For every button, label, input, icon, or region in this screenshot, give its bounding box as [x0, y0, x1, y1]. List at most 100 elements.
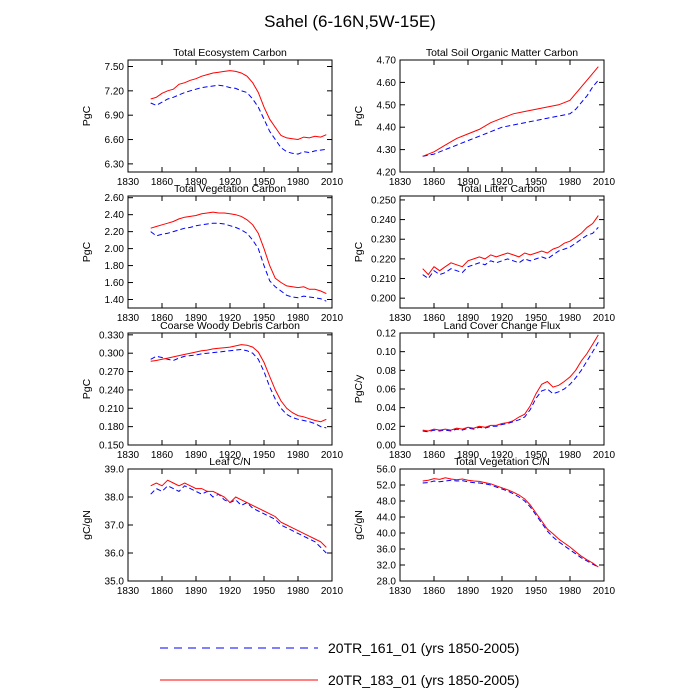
y-tick-label: 7.50 [105, 62, 125, 73]
x-tick-label: 1830 [389, 177, 412, 188]
panel-title: Total Litter Carbon [459, 183, 545, 195]
y-tick-label: 1.60 [105, 278, 125, 289]
legend-label-183: 20TR_183_01 (yrs 1850-2005) [328, 672, 519, 688]
series-line-161 [422, 342, 599, 433]
x-tick-label: 1980 [559, 450, 582, 461]
y-tick-label: 0.04 [377, 403, 397, 414]
y-tick-label: 32.0 [377, 561, 397, 572]
y-tick-label: 28.0 [377, 577, 397, 588]
x-tick-label: 2010 [593, 586, 616, 597]
y-tick-label: 40.0 [377, 529, 397, 540]
panel-title: Coarse Woody Debris Carbon [160, 320, 300, 332]
y-tick-label: 39.0 [105, 465, 125, 476]
y-tick-label: 2.00 [105, 244, 125, 255]
y-axis-label: PgC [353, 241, 365, 262]
series-line-161 [422, 79, 599, 157]
panel-2: Total Soil Organic Matter Carbon PgC 1830 1… [353, 47, 616, 188]
y-tick-label: 44.0 [377, 513, 397, 524]
x-tick-label: 1830 [389, 313, 412, 324]
panel-4: Total Litter Carbon PgC 1830 1860 1890 1920 19… [353, 183, 616, 324]
series-line-161 [150, 222, 327, 302]
panel-6: Land Cover Change Flux PgC/y 1830 1860 1890 1… [353, 320, 616, 461]
x-tick-label: 1890 [457, 586, 480, 597]
x-tick-label: 1860 [151, 313, 174, 324]
plot-frame [399, 59, 605, 173]
y-tick-label: 0.150 [99, 441, 124, 452]
series-line-183 [150, 211, 327, 295]
panel-title: Total Vegetation Carbon [174, 183, 286, 195]
y-tick-label: 0.330 [99, 330, 124, 341]
y-tick-label: 0.12 [377, 329, 397, 340]
y-tick-label: 0.200 [371, 294, 396, 305]
series-line-183 [422, 477, 599, 568]
y-axis-label: PgC [353, 105, 365, 126]
panel-5: Coarse Woody Debris Carbon PgC 1830 1860 189… [81, 320, 344, 461]
x-tick-label: 1860 [423, 177, 446, 188]
series-line-161 [150, 485, 327, 554]
x-tick-label: 1890 [457, 313, 480, 324]
x-tick-label: 1860 [423, 313, 446, 324]
y-axis-label: gC/gN [81, 510, 93, 540]
y-tick-label: 0.230 [371, 235, 396, 246]
panel-7: Leaf C/N gC/gN 1830 1860 1890 1920 1950 1980 201… [81, 456, 344, 597]
y-tick-label: 0.00 [377, 441, 397, 452]
x-tick-label: 1980 [287, 313, 310, 324]
x-tick-label: 1830 [117, 450, 140, 461]
x-tick-label: 1920 [491, 313, 514, 324]
series-line-183 [422, 66, 599, 157]
y-tick-label: 0.08 [377, 366, 397, 377]
x-tick-label: 2010 [593, 450, 616, 461]
y-axis-label: PgC/y [353, 374, 365, 403]
y-tick-label: 0.210 [99, 404, 124, 415]
y-tick-label: 35.0 [105, 577, 125, 588]
legend: 20TR_161_01 (yrs 1850-2005) 20TR_183_01 … [160, 640, 519, 688]
y-tick-label: 0.300 [99, 349, 124, 360]
y-tick-label: 36.0 [105, 549, 125, 560]
y-tick-label: 4.60 [377, 78, 397, 89]
y-axis-label: PgC [81, 241, 93, 262]
y-tick-label: 48.0 [377, 497, 397, 508]
x-tick-label: 1890 [185, 586, 208, 597]
y-axis-label: gC/gN [353, 510, 365, 540]
x-tick-label: 1980 [559, 177, 582, 188]
y-tick-label: 0.240 [99, 385, 124, 396]
x-tick-label: 1890 [185, 313, 208, 324]
x-tick-label: 1890 [185, 177, 208, 188]
y-tick-label: 2.40 [105, 210, 125, 221]
y-tick-label: 37.0 [105, 521, 125, 532]
x-tick-label: 1950 [525, 586, 548, 597]
y-tick-label: 0.240 [371, 215, 396, 226]
x-tick-label: 1890 [457, 177, 480, 188]
y-tick-label: 6.60 [105, 135, 125, 146]
y-axis-label: PgC [81, 105, 93, 126]
y-tick-label: 56.0 [377, 465, 397, 476]
x-tick-label: 1830 [117, 177, 140, 188]
x-tick-label: 1860 [151, 586, 174, 597]
y-tick-label: 36.0 [377, 545, 397, 556]
figure-title: Sahel (6-16N,5W-15E) [264, 12, 436, 31]
series-line-161 [422, 479, 599, 568]
y-tick-label: 0.250 [371, 195, 396, 206]
x-tick-label: 1890 [185, 450, 208, 461]
x-tick-label: 1980 [287, 177, 310, 188]
x-tick-label: 1920 [219, 586, 242, 597]
x-tick-label: 1860 [423, 586, 446, 597]
panel-title: Total Soil Organic Matter Carbon [426, 47, 578, 59]
y-tick-label: 1.80 [105, 261, 125, 272]
plot-frame [399, 332, 605, 446]
x-tick-label: 1950 [525, 450, 548, 461]
legend-label-161: 20TR_161_01 (yrs 1850-2005) [328, 640, 519, 656]
plot-frame [127, 468, 333, 582]
plot-frame [399, 468, 605, 582]
series-line-161 [422, 227, 599, 280]
x-tick-label: 1920 [491, 450, 514, 461]
x-tick-label: 1950 [525, 177, 548, 188]
x-tick-label: 2010 [321, 586, 344, 597]
panel-8: Total Vegetation C/N gC/gN 1830 1860 1890 192… [353, 456, 616, 597]
y-axis-label: PgC [81, 378, 93, 399]
x-tick-label: 1950 [253, 313, 276, 324]
panel-title: Total Ecosystem Carbon [173, 47, 287, 59]
panel-1: Total Ecosystem Carbon PgC 1830 1860 1890 192… [81, 47, 344, 188]
x-tick-label: 2010 [321, 177, 344, 188]
plot-frame [127, 195, 333, 309]
